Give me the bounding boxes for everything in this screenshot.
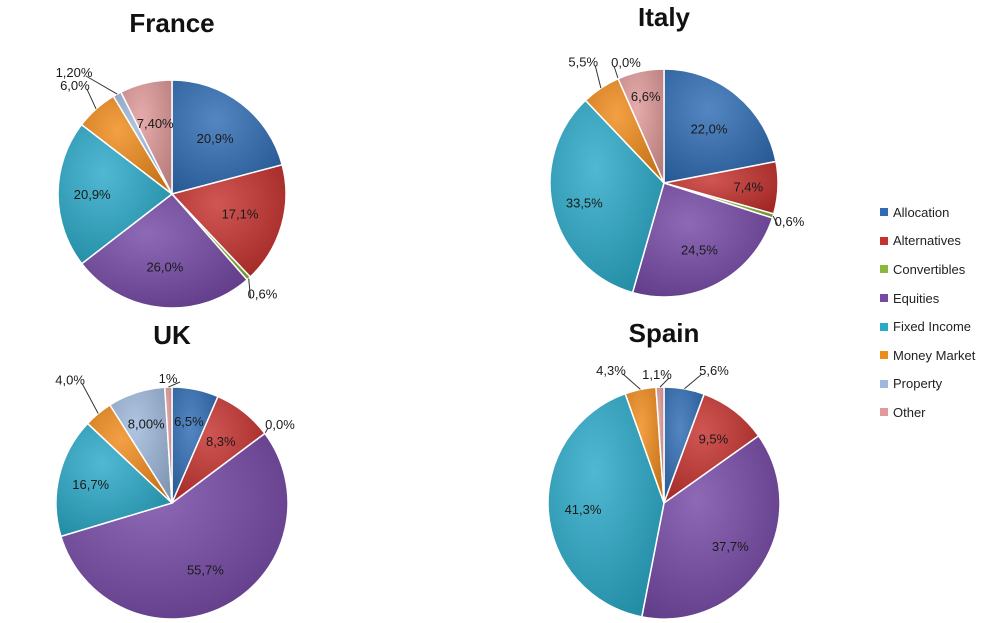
legend-item-convertibles: Convertibles bbox=[880, 255, 998, 284]
chart-title-spain: Spain bbox=[628, 318, 700, 348]
leader-line bbox=[594, 65, 602, 89]
data-label-france-property: 1,20% bbox=[56, 65, 93, 80]
slice-italy-fixed-income bbox=[549, 99, 665, 294]
leader-line bbox=[622, 373, 641, 390]
data-label-france-allocation: 20,9% bbox=[197, 131, 234, 146]
pie-italy: 22,0% 7,4% 0,6% 24,5% 33,5% 5,5% 0,0% 6,6% bbox=[549, 55, 805, 298]
pie-france: 20,9% 17,1% 0,6% 26,0% 20,9% 6,0%1,20% 7,40% bbox=[56, 65, 287, 309]
data-label-uk-fixed-income: 16,7% bbox=[72, 477, 109, 492]
data-label-italy-allocation: 22,0% bbox=[691, 122, 728, 137]
legend-item-money-market: Money Market bbox=[880, 341, 998, 370]
data-label-italy-alternatives: 7,4% bbox=[733, 180, 763, 195]
data-label-uk-money-market: 4,0% bbox=[55, 373, 85, 388]
legend-swatch bbox=[880, 379, 888, 388]
legend-item-alternatives: Alternatives bbox=[880, 227, 998, 256]
data-label-spain-fixed-income: 41,3% bbox=[565, 502, 602, 517]
data-label-uk-alternatives: 8,3% bbox=[206, 434, 236, 449]
legend-swatch bbox=[880, 236, 888, 245]
slice-italy-allocation bbox=[663, 68, 777, 184]
slice-uk-fixed-income bbox=[55, 422, 174, 538]
legend-swatch bbox=[880, 351, 888, 360]
chart-title-italy: Italy bbox=[637, 2, 691, 32]
legend-label: Allocation bbox=[893, 204, 950, 220]
legend-item-allocation: Allocation bbox=[880, 198, 998, 227]
data-label-spain-other: 1,1% bbox=[642, 367, 672, 382]
legend-label: Convertibles bbox=[893, 261, 966, 277]
leader-line bbox=[772, 215, 778, 226]
slice-spain-equities bbox=[640, 434, 781, 620]
chart-title-uk: UK bbox=[153, 320, 191, 350]
legend-item-equities: Equities bbox=[880, 284, 998, 313]
slice-uk-other bbox=[163, 386, 173, 504]
leader-line bbox=[248, 278, 251, 298]
slice-france-alternatives bbox=[170, 163, 287, 278]
legend-label: Property bbox=[893, 376, 943, 392]
pie-uk: 6,5%8,3% 0,0% 55,7% 16,7% 4,0% 8,00% 1% bbox=[55, 371, 295, 620]
legend-swatch bbox=[880, 322, 888, 331]
data-label-uk-equities: 55,7% bbox=[187, 562, 224, 577]
pie-spain: 5,6% 9,5% 37,7% 41,3% 4,3% 1,1% bbox=[547, 363, 781, 620]
data-label-italy-property: 0,0% bbox=[611, 55, 641, 70]
slice-spain-fixed-income bbox=[547, 392, 665, 618]
legend-item-fixed-income: Fixed Income bbox=[880, 312, 998, 341]
legend-item-property: Property bbox=[880, 370, 998, 399]
legend-item-other: Other bbox=[880, 398, 998, 427]
legend-swatch bbox=[880, 294, 888, 303]
data-label-spain-alternatives: 9,5% bbox=[699, 432, 729, 447]
leader-line bbox=[81, 383, 99, 414]
legend-label: Alternatives bbox=[893, 233, 961, 249]
slice-france-other bbox=[119, 79, 173, 195]
legend-label: Equities bbox=[893, 290, 940, 306]
legend-swatch bbox=[880, 408, 888, 417]
legend-label: Other bbox=[893, 404, 926, 420]
data-label-uk-convertibles: 0,0% bbox=[265, 417, 295, 432]
data-label-uk-other: 1% bbox=[159, 371, 178, 386]
data-label-france-money-market: 6,0% bbox=[60, 78, 90, 93]
data-label-spain-allocation: 5,6% bbox=[699, 363, 729, 378]
data-label-uk-property: 8,00% bbox=[128, 417, 165, 432]
slice-italy-equities bbox=[631, 182, 774, 298]
leader-line bbox=[168, 381, 181, 388]
slice-france-equities bbox=[80, 192, 249, 309]
data-label-france-equities: 26,0% bbox=[146, 260, 183, 275]
legend: Allocation Alternatives Convertibles Equiti… bbox=[880, 198, 998, 427]
data-label-france-other: 7,40% bbox=[137, 116, 174, 131]
data-label-italy-convertibles: 0,6% bbox=[775, 214, 805, 229]
data-label-italy-equities: 24,5% bbox=[681, 242, 718, 257]
data-label-spain-money-market: 4,3% bbox=[596, 363, 626, 378]
data-label-italy-other: 6,6% bbox=[631, 89, 661, 104]
slice-france-allocation bbox=[171, 79, 284, 195]
data-label-france-alternatives: 17,1% bbox=[222, 206, 259, 221]
legend-swatch bbox=[880, 265, 888, 274]
data-label-spain-equities: 37,7% bbox=[712, 539, 749, 554]
data-label-italy-fixed-income: 33,5% bbox=[566, 196, 603, 211]
leader-line bbox=[684, 373, 703, 390]
legend-label: Fixed Income bbox=[893, 319, 972, 335]
legend-swatch bbox=[880, 208, 888, 217]
leader-line bbox=[659, 377, 670, 388]
slice-france-fixed-income bbox=[57, 123, 174, 265]
data-label-france-fixed-income: 20,9% bbox=[74, 187, 111, 202]
chart-title-france: France bbox=[129, 8, 215, 38]
legend-label: Money Market bbox=[893, 347, 976, 363]
leader-line bbox=[613, 65, 619, 79]
leader-line bbox=[86, 88, 97, 110]
data-label-france-convertibles: 0,6% bbox=[248, 287, 278, 302]
data-label-uk-allocation: 6,5% bbox=[174, 414, 204, 429]
slice-uk-equities bbox=[59, 432, 289, 620]
leader-line bbox=[264, 427, 269, 434]
slice-italy-other bbox=[617, 68, 665, 184]
leader-line bbox=[85, 75, 118, 95]
data-label-italy-money-market: 5,5% bbox=[568, 55, 598, 70]
